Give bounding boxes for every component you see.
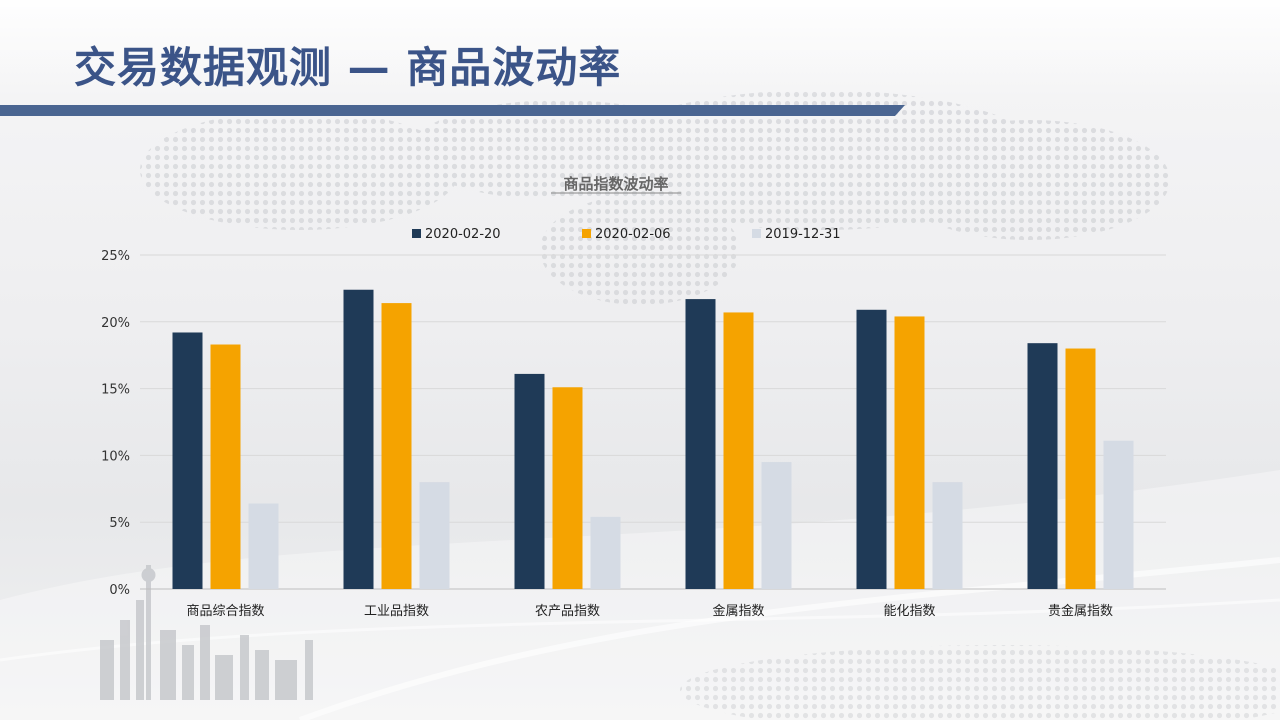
bars — [172, 289, 1134, 589]
x-tick-label: 贵金属指数 — [1048, 603, 1113, 619]
y-axis: 0% 5% 10% 15% 20% 25% — [101, 249, 130, 598]
gridlines — [140, 254, 1166, 590]
x-tick-label: 商品综合指数 — [186, 604, 264, 619]
x-tick-label: 金属指数 — [712, 603, 764, 619]
x-tick-label: 农产品指数 — [535, 604, 600, 619]
bar — [1065, 348, 1096, 589]
bar — [381, 303, 412, 589]
legend-swatch — [582, 229, 591, 238]
bar — [1027, 343, 1058, 589]
bar — [761, 462, 792, 589]
bar — [856, 309, 887, 589]
legend-swatch — [412, 229, 421, 238]
legend-swatch — [752, 229, 761, 238]
bar — [210, 344, 241, 589]
x-axis: 商品综合指数 工业品指数 农产品指数 金属指数 能化指数 贵金属指数 — [186, 603, 1113, 619]
world-map-dots — [140, 90, 1170, 305]
legend-label: 2020-02-06 — [595, 227, 671, 242]
x-tick-label: 能化指数 — [883, 604, 935, 619]
y-tick-label: 25% — [101, 249, 130, 264]
bar — [172, 332, 203, 589]
bar — [590, 516, 621, 589]
chart-title: 商品指数波动率 — [563, 175, 668, 193]
legend-label: 2020-02-20 — [425, 227, 501, 242]
x-tick-label: 工业品指数 — [364, 604, 429, 619]
bar — [1103, 440, 1134, 589]
bar — [552, 387, 583, 589]
y-tick-label: 15% — [101, 383, 130, 398]
slide-title: 交易数据观测 — 商品波动率 — [74, 43, 622, 92]
bar — [248, 503, 279, 589]
y-tick-label: 10% — [101, 449, 130, 464]
bar — [685, 299, 716, 589]
bar — [419, 482, 450, 589]
bar — [723, 312, 754, 589]
y-tick-label: 5% — [109, 516, 130, 531]
y-tick-label: 20% — [101, 316, 130, 331]
legend: 2020-02-20 2020-02-06 2019-12-31 — [412, 227, 841, 242]
title-underline — [0, 105, 905, 116]
bar — [343, 289, 374, 589]
city-skyline — [100, 565, 313, 700]
y-tick-label: 0% — [109, 583, 130, 598]
bar — [514, 373, 545, 589]
bar — [932, 482, 963, 589]
bar — [894, 316, 925, 589]
legend-label: 2019-12-31 — [765, 227, 841, 242]
